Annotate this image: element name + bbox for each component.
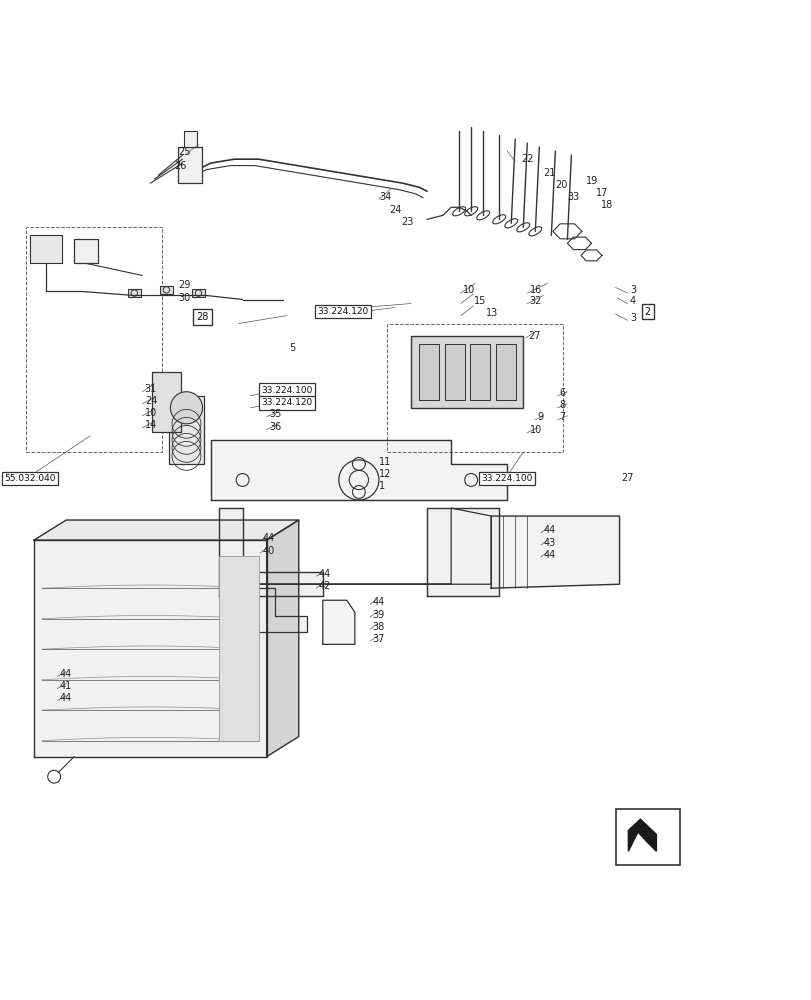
Text: 5: 5 <box>289 343 295 353</box>
Text: 44: 44 <box>60 669 72 679</box>
Text: 18: 18 <box>600 200 612 210</box>
Text: 20: 20 <box>555 180 567 190</box>
Polygon shape <box>34 540 266 757</box>
Text: 10: 10 <box>462 285 474 295</box>
Bar <box>410 336 522 408</box>
Text: 4: 4 <box>629 296 635 306</box>
Text: 15: 15 <box>474 296 486 306</box>
Text: 37: 37 <box>372 634 384 644</box>
Bar <box>218 556 259 741</box>
Text: 8: 8 <box>559 400 564 410</box>
Polygon shape <box>218 508 323 596</box>
Polygon shape <box>210 440 507 500</box>
Bar <box>160 286 173 294</box>
Text: 3: 3 <box>629 313 635 323</box>
Polygon shape <box>427 508 499 596</box>
Text: 2: 2 <box>644 307 650 317</box>
Polygon shape <box>491 516 619 588</box>
Text: 33.224.100: 33.224.100 <box>260 386 312 395</box>
Ellipse shape <box>492 215 505 224</box>
Bar <box>192 289 204 297</box>
Text: 19: 19 <box>585 176 598 186</box>
Ellipse shape <box>452 207 465 216</box>
Bar <box>444 344 464 400</box>
Text: 1: 1 <box>379 481 384 491</box>
Text: 44: 44 <box>262 533 275 543</box>
Bar <box>128 289 140 297</box>
Text: 27: 27 <box>620 473 633 483</box>
Text: 33.224.120: 33.224.120 <box>317 307 368 316</box>
Text: 33: 33 <box>567 192 579 202</box>
Ellipse shape <box>516 223 529 232</box>
Ellipse shape <box>528 227 541 236</box>
Text: 21: 21 <box>543 168 555 178</box>
Text: 31: 31 <box>144 384 157 394</box>
Bar <box>615 809 679 865</box>
Text: 16: 16 <box>529 285 541 295</box>
Text: 25: 25 <box>178 147 191 157</box>
Text: 9: 9 <box>536 412 543 422</box>
Text: 6: 6 <box>559 388 564 398</box>
Text: 40: 40 <box>262 546 275 556</box>
Polygon shape <box>628 819 655 851</box>
Text: 14: 14 <box>144 420 157 430</box>
Bar <box>152 372 181 432</box>
Polygon shape <box>34 520 298 540</box>
Text: 12: 12 <box>379 469 391 479</box>
Text: 27: 27 <box>527 331 540 341</box>
Text: 41: 41 <box>60 681 72 691</box>
Text: 44: 44 <box>60 693 72 703</box>
Text: 22: 22 <box>520 154 533 164</box>
Polygon shape <box>323 600 354 644</box>
Bar <box>418 344 439 400</box>
Text: 32: 32 <box>529 296 542 306</box>
Text: 30: 30 <box>178 293 191 303</box>
Text: 17: 17 <box>595 188 608 198</box>
Text: 35: 35 <box>268 409 281 419</box>
Text: 29: 29 <box>178 280 191 290</box>
Polygon shape <box>255 588 307 632</box>
Text: 11: 11 <box>379 457 391 467</box>
Bar <box>30 235 62 263</box>
Bar <box>496 344 516 400</box>
Text: 55.032.040: 55.032.040 <box>4 474 56 483</box>
Bar <box>184 131 196 147</box>
Text: 24: 24 <box>389 205 401 215</box>
Text: 34: 34 <box>379 192 391 202</box>
Text: 10: 10 <box>529 425 541 435</box>
Text: 44: 44 <box>543 525 555 535</box>
Bar <box>470 344 490 400</box>
Bar <box>178 147 202 183</box>
Ellipse shape <box>464 207 477 216</box>
Polygon shape <box>266 520 298 757</box>
Bar <box>387 324 563 452</box>
Text: 23: 23 <box>401 217 414 227</box>
Text: 28: 28 <box>196 312 208 322</box>
Text: 24: 24 <box>144 396 157 406</box>
Text: 7: 7 <box>559 412 565 422</box>
Text: 10: 10 <box>144 408 157 418</box>
Text: 44: 44 <box>543 550 555 560</box>
Bar <box>26 227 162 452</box>
Ellipse shape <box>504 219 517 228</box>
Text: 33.224.100: 33.224.100 <box>481 474 532 483</box>
Text: 42: 42 <box>319 581 331 591</box>
Ellipse shape <box>476 211 489 220</box>
Text: 33.224.120: 33.224.120 <box>261 398 312 407</box>
Bar <box>74 239 98 263</box>
Text: 44: 44 <box>319 569 331 579</box>
Text: 36: 36 <box>268 422 281 432</box>
Text: 26: 26 <box>174 161 187 171</box>
Text: 39: 39 <box>372 610 384 620</box>
Text: 13: 13 <box>485 308 497 318</box>
Bar <box>169 396 204 464</box>
Text: 44: 44 <box>372 597 384 607</box>
Text: 3: 3 <box>629 285 635 295</box>
Text: 38: 38 <box>372 622 384 632</box>
Text: 43: 43 <box>543 538 555 548</box>
Circle shape <box>170 392 202 424</box>
